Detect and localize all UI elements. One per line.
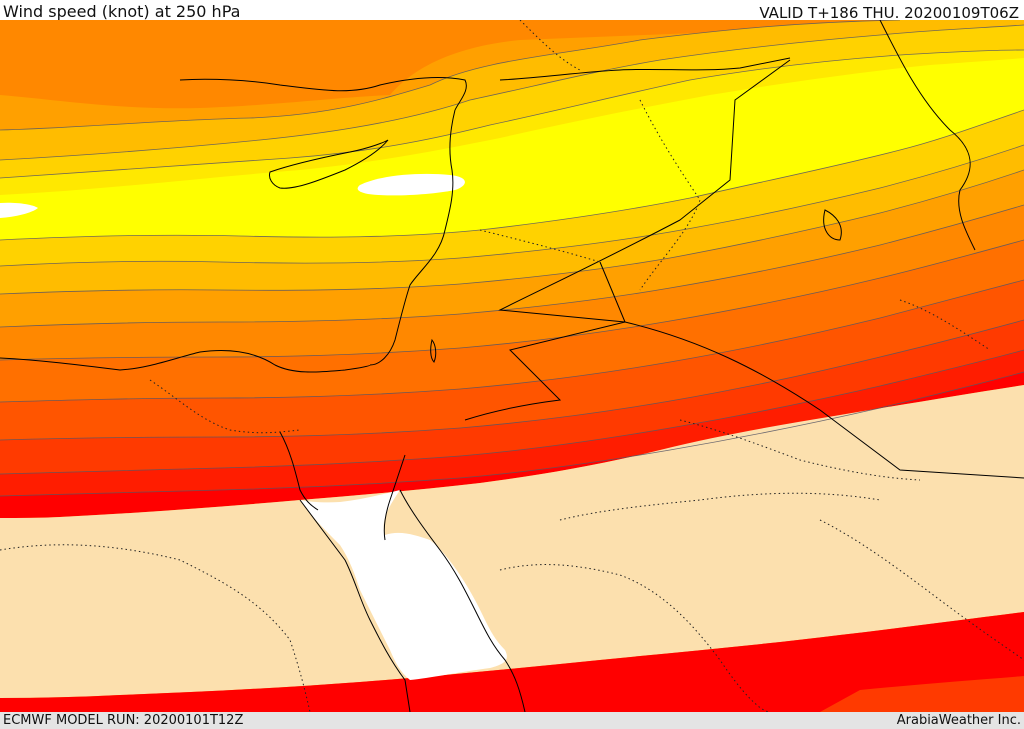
- contour-line: [0, 239, 1024, 361]
- admin-boundaries: [0, 20, 1024, 712]
- contour-line: [0, 349, 1024, 475]
- band-orange-dark: [0, 240, 1024, 402]
- gulf-of-suez: [279, 431, 319, 511]
- band-orange-light-south: [0, 170, 1024, 327]
- persian-gulf-lake: [823, 209, 842, 241]
- black-sea-coast: [499, 57, 791, 81]
- band-deep-red: [0, 372, 1024, 518]
- map-title: Wind speed (knot) at 250 hPa: [3, 2, 241, 21]
- admin-boundary: [519, 20, 581, 71]
- credit-label: ArabiaWeather Inc.: [896, 713, 1021, 728]
- syria-iraq-border: [498, 59, 791, 323]
- admin-boundary: [559, 492, 881, 521]
- contour-lines: [0, 20, 1024, 497]
- contour-line: [0, 109, 1024, 241]
- contour-line: [0, 144, 1024, 267]
- red-sea-west-coast: [299, 499, 411, 712]
- contour-line: [0, 169, 1024, 295]
- admin-boundary: [819, 519, 1024, 661]
- red-sea-mask: [300, 490, 507, 680]
- wind-speed-map: [0, 20, 1024, 712]
- admin-boundary: [0, 544, 311, 712]
- header-bar: Wind speed (knot) at 250 hPa VALID T+186…: [0, 0, 1024, 22]
- egypt-north-coast: [0, 350, 371, 373]
- coastlines: [0, 20, 1024, 712]
- band-calm-1: [357, 173, 465, 196]
- band-gold-south: [0, 110, 1024, 266]
- admin-boundary: [499, 564, 771, 712]
- band-red: [0, 350, 1024, 496]
- band-red-light: [0, 320, 1024, 474]
- band-pale-beige: [0, 385, 1024, 698]
- gulf-of-aqaba: [383, 454, 406, 541]
- admin-boundary: [149, 379, 301, 434]
- valid-time: VALID T+186 THU. 20200109T06Z: [759, 4, 1019, 22]
- cyprus: [269, 139, 389, 189]
- map-canvas: [0, 20, 1024, 712]
- contour-line: [0, 319, 1024, 441]
- band-amber-south: [0, 145, 1024, 294]
- band-red-south: [820, 676, 1024, 712]
- contour-line: [0, 371, 1024, 497]
- footer-bar: ECMWF MODEL RUN: 20200101T12Z ArabiaWeat…: [0, 712, 1024, 729]
- band-red-orange: [0, 280, 1024, 440]
- jordan-saudi-border: [464, 321, 1024, 479]
- contour-line: [0, 20, 901, 131]
- admin-boundary: [899, 299, 991, 351]
- band-deep-red-south: [0, 612, 1024, 712]
- band-light-yellow: [0, 58, 1024, 240]
- turkey-south-coast: [179, 77, 467, 111]
- model-run-label: ECMWF MODEL RUN: 20200101T12Z: [3, 713, 244, 728]
- levant-coast: [369, 109, 456, 366]
- band-orange-south: [0, 205, 1024, 360]
- iraq-iran-border: [879, 20, 976, 251]
- red-sea-east-coast: [399, 489, 526, 712]
- admin-boundary: [679, 419, 921, 481]
- band-calm-2: [0, 202, 38, 218]
- dead-sea: [430, 338, 437, 363]
- contour-line: [0, 279, 1024, 403]
- contour-line: [0, 204, 1024, 328]
- contour-line: [0, 24, 1024, 161]
- admin-boundary: [479, 229, 601, 263]
